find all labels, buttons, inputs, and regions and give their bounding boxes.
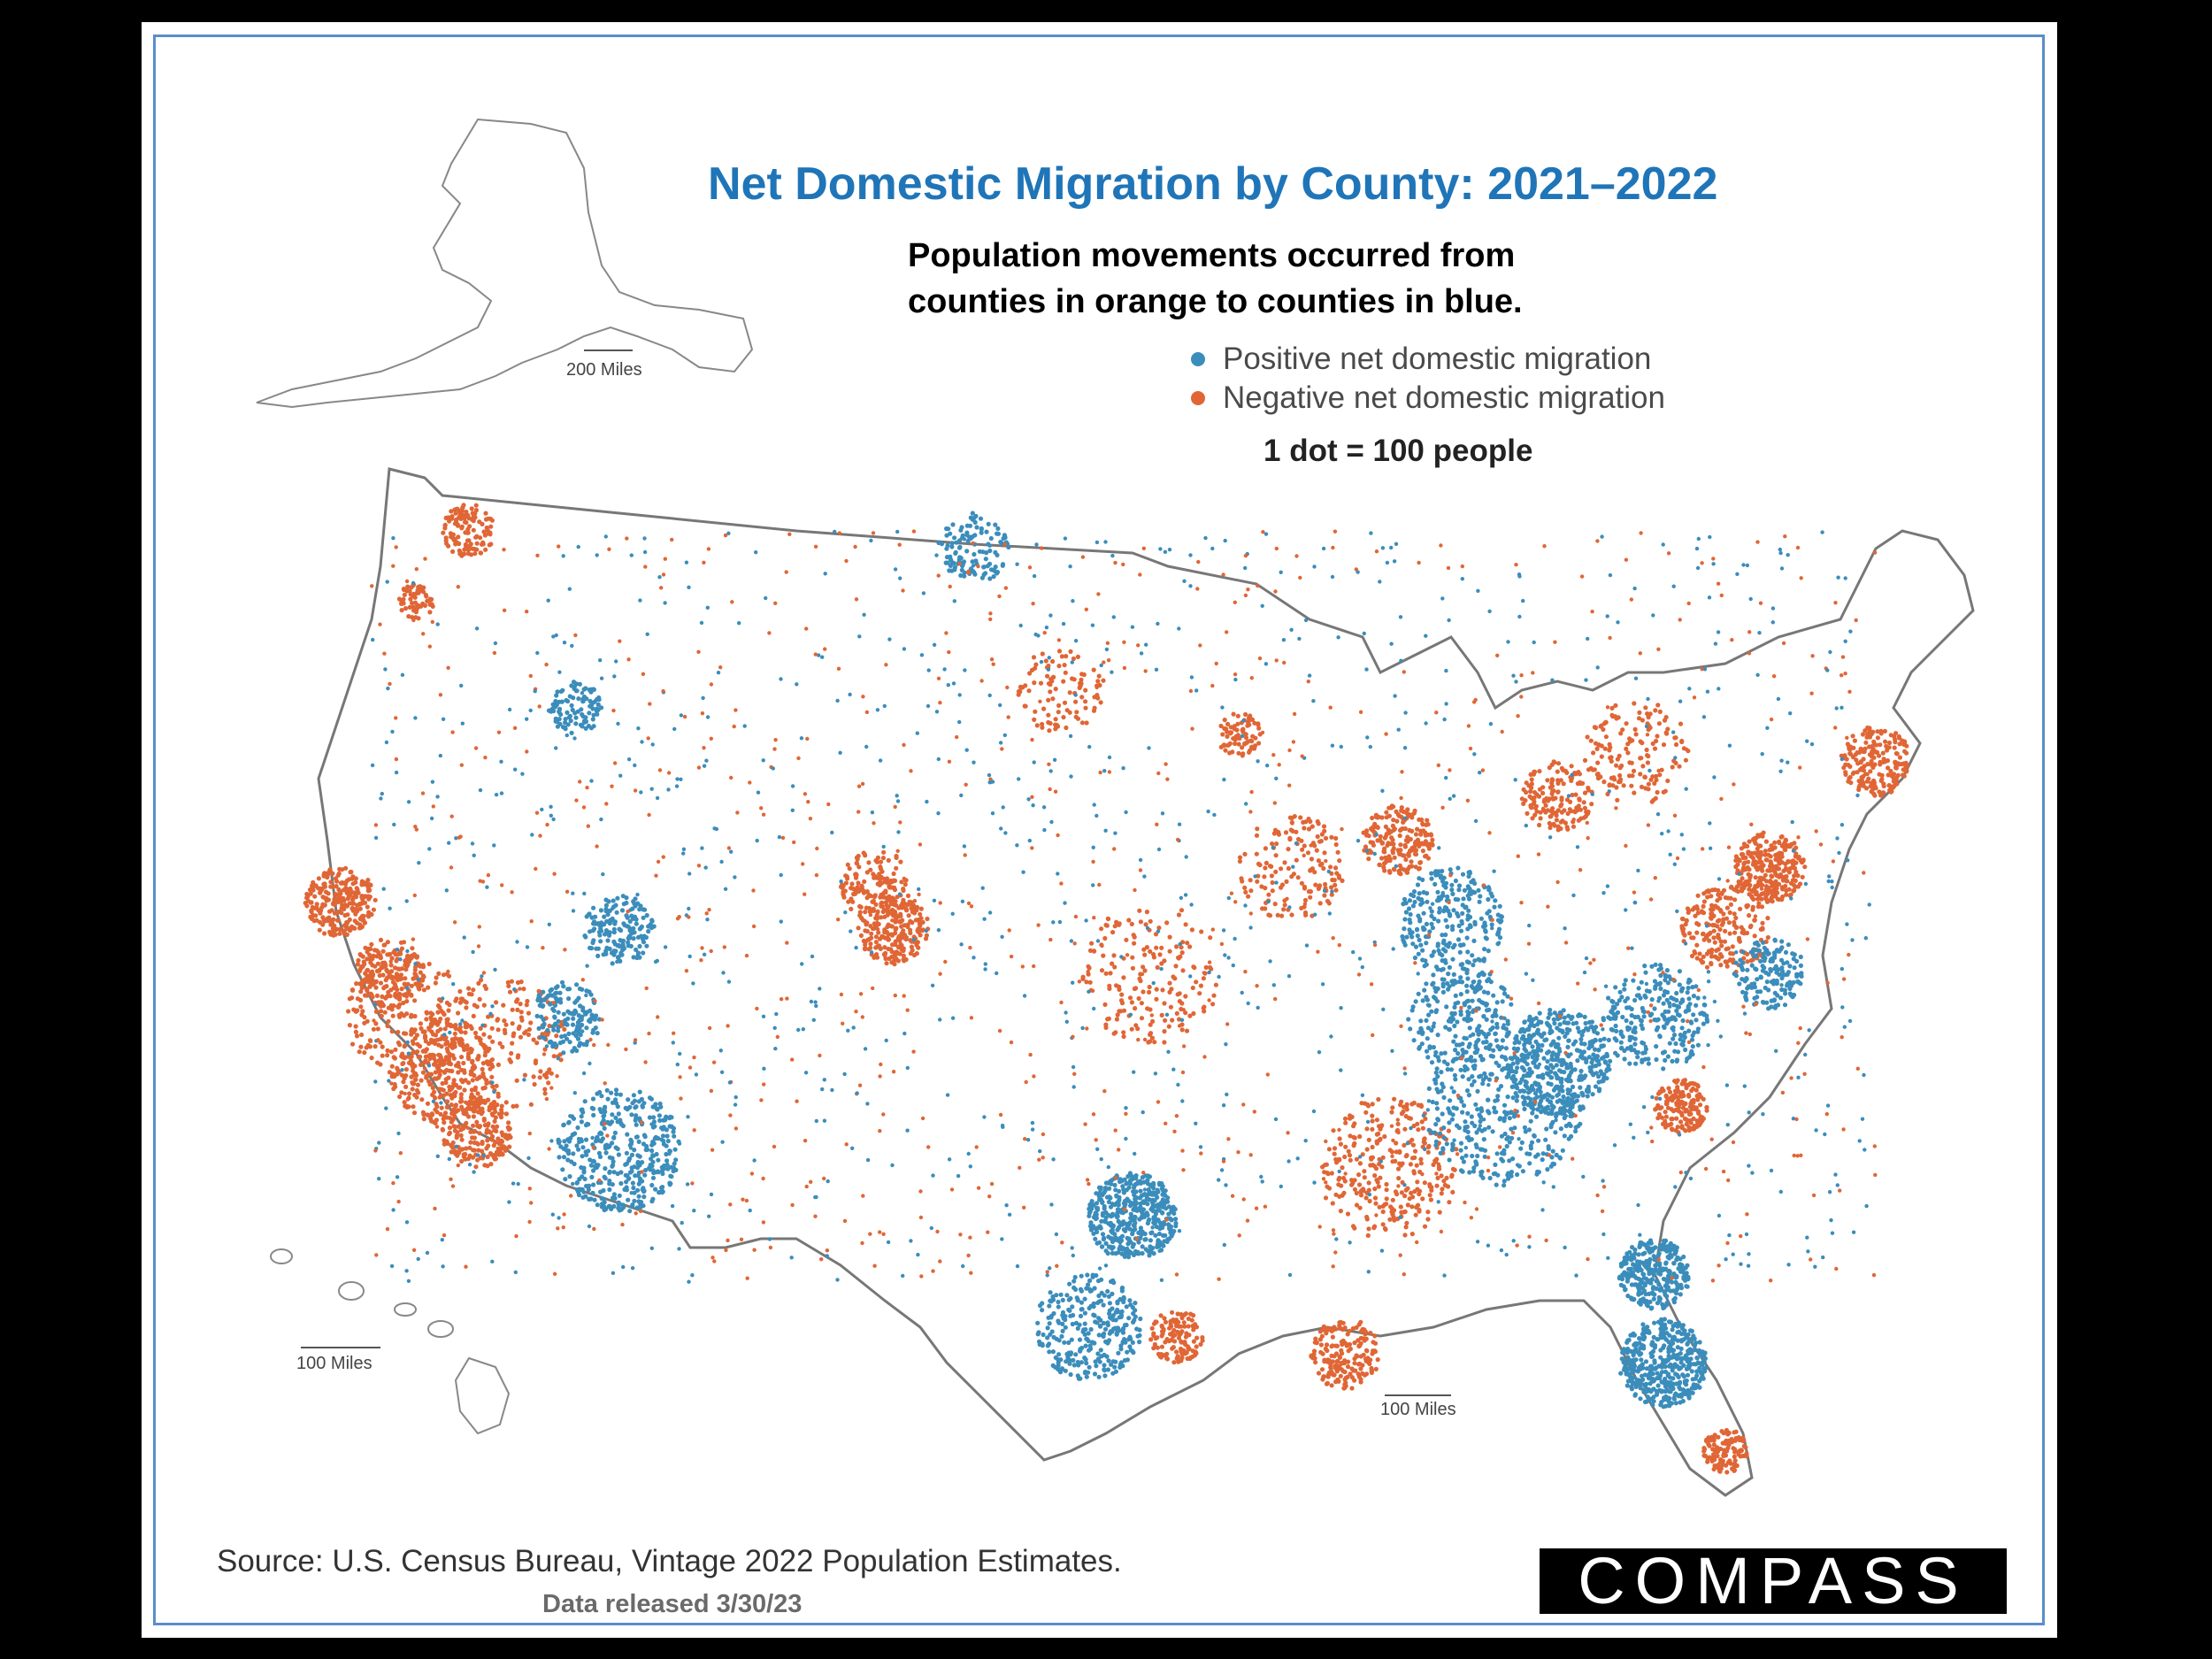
map-card xyxy=(142,22,2057,1638)
compass-logo: COMPASS xyxy=(1540,1548,2007,1614)
release-date: Data released 3/30/23 xyxy=(542,1590,803,1618)
subtitle-line-1: Population movements occurred from xyxy=(908,237,1516,274)
positive-dot-icon xyxy=(1191,352,1205,366)
alaska-scale-label: 200 Miles xyxy=(566,360,642,380)
map-subtitle: Population movements occurred from count… xyxy=(908,233,1523,325)
hawaii-scale-label: 100 Miles xyxy=(296,1354,373,1373)
legend-positive: Positive net domestic migration xyxy=(1191,342,1651,377)
conus-outline xyxy=(317,467,1975,1497)
legend-negative: Negative net domestic migration xyxy=(1191,380,1665,416)
alaska-outline xyxy=(256,118,754,409)
negative-dot-icon xyxy=(1191,391,1205,405)
map-frame xyxy=(153,35,2045,1625)
map-title: Net Domestic Migration by County: 2021–2… xyxy=(708,158,1718,210)
conus-scale-label: 100 Miles xyxy=(1380,1400,1456,1419)
legend-negative-label: Negative net domestic migration xyxy=(1223,380,1665,415)
dot-layer xyxy=(303,503,1910,1475)
hawaii-outline xyxy=(270,1248,511,1435)
source-note: Source: U.S. Census Bureau, Vintage 2022… xyxy=(217,1544,1122,1578)
subtitle-line-2: counties in orange to counties in blue. xyxy=(908,283,1523,320)
dot-scale-note: 1 dot = 100 people xyxy=(1263,434,1533,468)
legend-positive-label: Positive net domestic migration xyxy=(1223,342,1652,376)
